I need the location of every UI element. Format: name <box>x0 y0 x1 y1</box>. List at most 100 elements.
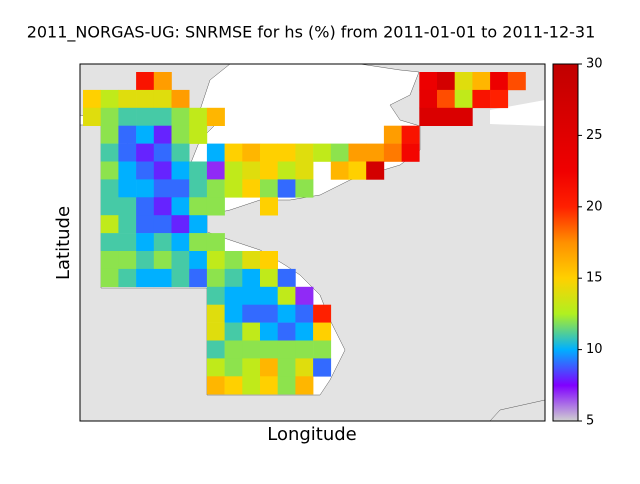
grid-cell <box>295 143 314 162</box>
grid-cell <box>171 179 190 198</box>
grid-cell <box>118 161 137 180</box>
grid-cell <box>224 251 243 270</box>
grid-cell <box>136 251 155 270</box>
grid-cell <box>277 358 296 377</box>
grid-cell <box>118 215 137 234</box>
grid-cell <box>295 161 314 180</box>
grid-cell <box>419 72 438 91</box>
grid-cell <box>295 322 314 341</box>
grid-cell <box>313 143 332 162</box>
grid-cell <box>277 179 296 198</box>
grid-cell <box>277 268 296 288</box>
grid-cell <box>242 358 261 377</box>
grid-cell <box>242 304 261 323</box>
grid-cell <box>260 340 278 359</box>
grid-cell <box>260 179 278 198</box>
grid-cell <box>100 143 119 162</box>
grid-cell <box>383 143 402 162</box>
grid-cell <box>189 268 208 288</box>
grid-cell <box>171 89 190 109</box>
grid-cell <box>206 197 225 216</box>
grid-cell <box>136 161 155 180</box>
grid-cell <box>260 143 278 162</box>
grid-cell <box>454 89 473 109</box>
grid-cell <box>206 376 225 395</box>
grid-cell <box>136 233 155 252</box>
grid-cell <box>171 107 190 126</box>
grid-cell <box>206 107 225 126</box>
grid-cell <box>224 358 243 377</box>
grid-cell <box>206 268 225 288</box>
colorbar-tick-label: 10 <box>586 342 603 357</box>
grid-cell <box>153 161 172 180</box>
grid-cell <box>171 268 190 288</box>
grid-cell <box>136 268 155 288</box>
grid-cell <box>242 143 261 162</box>
grid-cell <box>224 376 243 395</box>
grid-cell <box>295 179 314 198</box>
grid-cell <box>153 143 172 162</box>
grid-cell <box>153 125 172 144</box>
grid-cell <box>260 376 278 395</box>
grid-cell <box>295 286 314 305</box>
grid-cell <box>153 107 172 126</box>
grid-cell <box>277 376 296 395</box>
grid-cell <box>419 89 438 109</box>
grid-cell <box>153 89 172 109</box>
grid-cell <box>189 197 208 216</box>
grid-cell <box>118 89 137 109</box>
grid-cell <box>224 322 243 341</box>
grid-cell <box>100 233 119 252</box>
grid-cell <box>313 304 332 323</box>
grid-cell <box>100 125 119 144</box>
grid-cell <box>260 268 278 288</box>
grid-cell <box>242 251 261 270</box>
grid-cell <box>136 72 155 91</box>
grid-cell <box>206 143 225 162</box>
grid-cell <box>348 161 367 180</box>
grid-cell <box>224 179 243 198</box>
grid-cell <box>153 179 172 198</box>
colorbar-tick-label: 30 <box>586 57 603 72</box>
grid-cell <box>100 197 119 216</box>
grid-cell <box>383 125 402 144</box>
grid-cell <box>313 340 332 359</box>
grid-cell <box>437 89 455 109</box>
sea <box>490 100 545 126</box>
grid-cell <box>189 107 208 126</box>
grid-cell <box>224 143 243 162</box>
grid-cell <box>118 125 137 144</box>
chart-title: 2011_NORGAS-UG: SNRMSE for hs (%) from 2… <box>27 23 596 43</box>
grid-cell <box>83 107 101 126</box>
grid-cell <box>171 197 190 216</box>
colorbar-tick-label: 25 <box>586 128 603 143</box>
grid-cell <box>100 107 119 126</box>
grid-cell <box>83 89 101 109</box>
grid-cell <box>171 125 190 144</box>
grid-cell <box>366 161 385 180</box>
grid-cell <box>224 286 243 305</box>
grid-cell <box>100 89 119 109</box>
grid-cell <box>118 107 137 126</box>
y-axis-label: Latitude <box>53 206 74 280</box>
grid-cell <box>472 89 491 109</box>
grid-cell <box>437 72 455 91</box>
grid-cell <box>419 107 438 126</box>
grid-cell <box>260 304 278 323</box>
grid-cell <box>472 72 491 91</box>
grid-cell <box>313 358 332 377</box>
grid-cell <box>189 215 208 234</box>
grid-cell <box>171 251 190 270</box>
grid-cell <box>277 286 296 305</box>
grid-cell <box>260 358 278 377</box>
grid-cell <box>224 304 243 323</box>
grid-cell <box>136 215 155 234</box>
coast <box>80 395 207 421</box>
grid-cell <box>100 268 119 288</box>
grid-cell <box>153 72 172 91</box>
grid-cell <box>100 251 119 270</box>
grid-cell <box>136 143 155 162</box>
grid-cell <box>507 72 526 91</box>
grid-cell <box>206 251 225 270</box>
